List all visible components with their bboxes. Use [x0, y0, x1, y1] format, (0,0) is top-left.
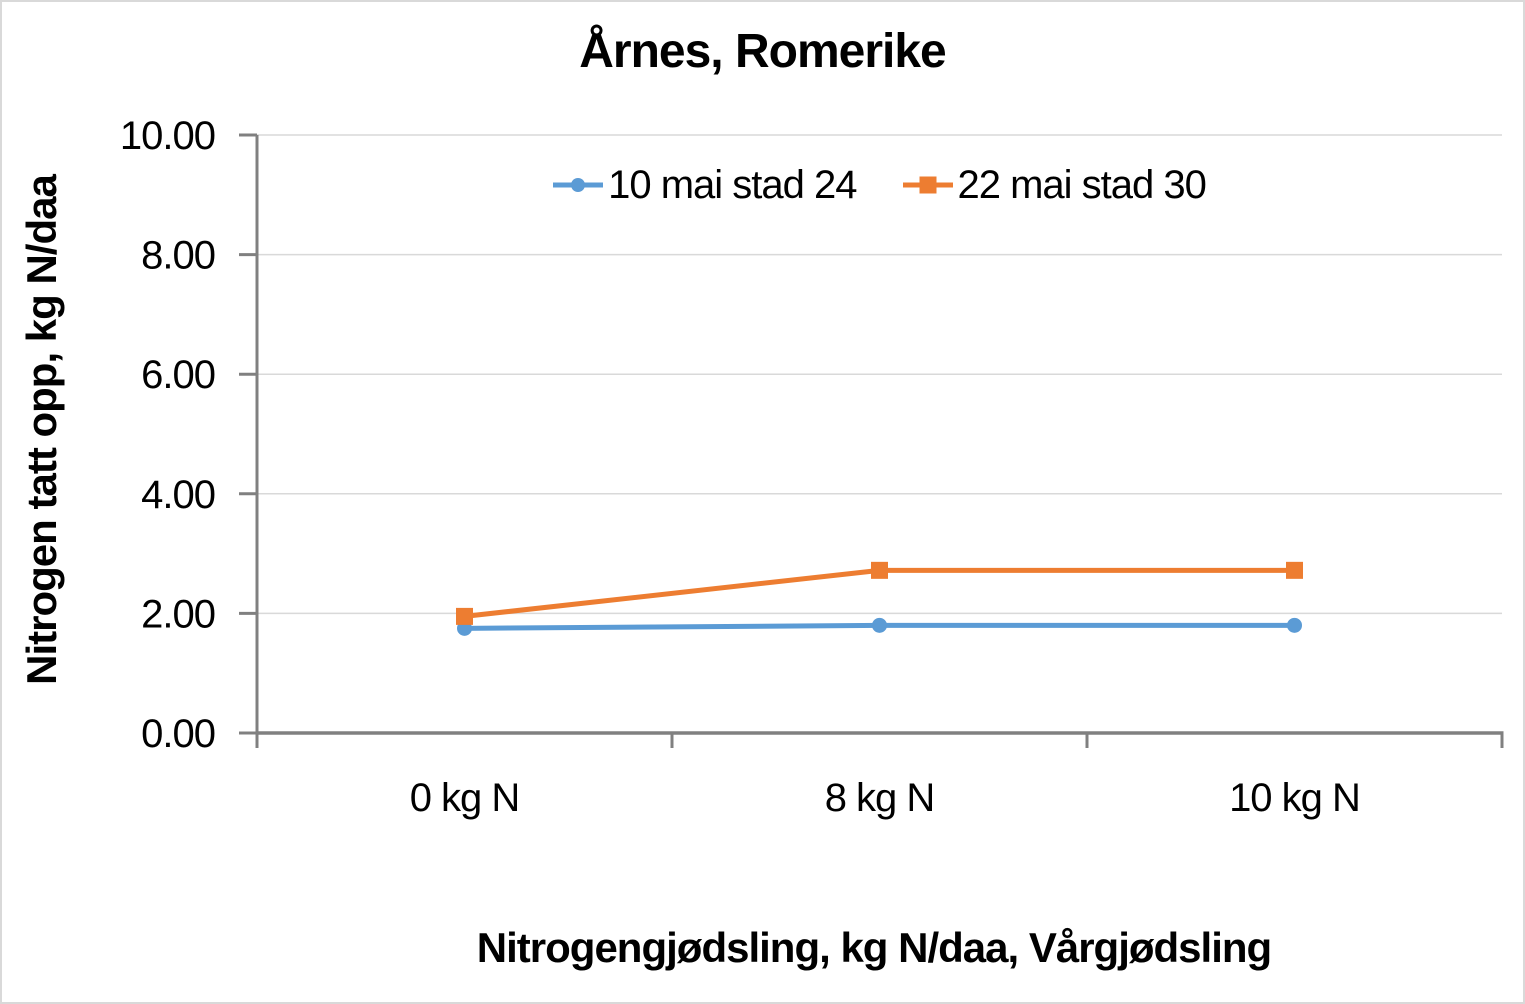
- legend-item-series-2: 22 mai stad 30: [902, 162, 1207, 208]
- x-tick-label: 0 kg N: [410, 776, 520, 820]
- legend-swatch-series-2: [902, 174, 953, 196]
- circle-marker-icon: [571, 178, 586, 192]
- data-point-marker: [872, 617, 887, 633]
- x-axis-title: Nitrogengjødsling, kg N/daa, Vårgjødslin…: [476, 924, 1272, 971]
- chart-title: Årnes, Romerike: [579, 25, 947, 78]
- y-tick-label: 4.00: [141, 473, 215, 517]
- data-point-marker: [871, 561, 888, 579]
- data-point-marker: [1286, 561, 1303, 579]
- legend-label-series-1: 10 mai stad 24: [608, 162, 857, 207]
- y-tick-label: 6.00: [141, 353, 215, 397]
- legend-swatch-series-1: [553, 174, 604, 196]
- y-tick-label: 0.00: [141, 712, 215, 756]
- x-tick-label: 10 kg N: [1229, 776, 1360, 820]
- legend-item-series-1: 10 mai stad 24: [553, 162, 858, 208]
- legend-label-series-2: 22 mai stad 30: [957, 162, 1207, 207]
- square-marker-icon: [919, 176, 936, 194]
- y-tick-label: 10.00: [120, 114, 215, 158]
- data-point-marker: [456, 607, 473, 625]
- x-tick-label: 8 kg N: [825, 776, 935, 820]
- y-axis-title: Nitrogen tatt opp, kg N/daa: [18, 175, 65, 685]
- y-tick-label: 2.00: [141, 592, 215, 636]
- data-point-marker: [1287, 617, 1302, 633]
- legend: 10 mai stad 24 22 mai stad 30: [257, 158, 1502, 212]
- y-tick-label: 8.00: [141, 234, 215, 278]
